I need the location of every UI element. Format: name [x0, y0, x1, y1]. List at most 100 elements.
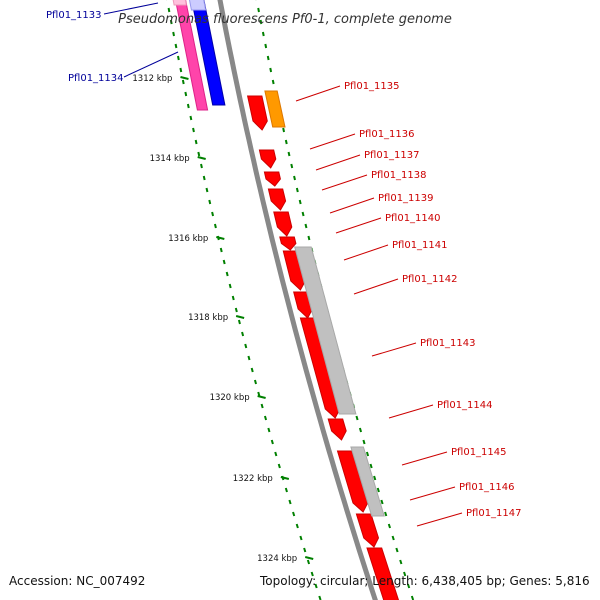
outer-dotted-track — [211, 211, 215, 217]
inner-dotted-track — [257, 7, 260, 13]
gene-label: Pfl01_1147 — [466, 508, 522, 519]
inner-dotted-track — [307, 235, 311, 241]
outer-dotted-track — [192, 127, 195, 133]
scale-tick-mark — [235, 315, 245, 319]
inner-dotted-track — [264, 43, 268, 49]
outer-dotted-track — [186, 103, 190, 109]
inner-dotted-track — [380, 499, 384, 505]
outer-dotted-track — [189, 115, 193, 121]
gene-feature-red — [258, 149, 277, 169]
outer-dotted-track — [257, 391, 261, 397]
inner-dotted-track — [365, 451, 370, 457]
scale-tick-mark — [257, 395, 266, 399]
outer-dotted-track — [303, 547, 307, 553]
gene-label-leader — [103, 2, 159, 15]
scale-tick-mark — [180, 76, 189, 80]
outer-dotted-track — [299, 535, 303, 541]
gene-feature-light-blue — [189, 0, 207, 11]
gene-feature-red — [246, 95, 268, 131]
gene-label: Pfl01_1135 — [344, 81, 400, 92]
inner-dotted-track — [395, 547, 399, 553]
inner-dotted-track — [358, 427, 363, 433]
gene-label: Pfl01_1141 — [392, 240, 448, 251]
map-title: Pseudomonas fluorescens Pf0-1, complete … — [118, 12, 452, 27]
outer-dotted-track — [197, 151, 201, 157]
inner-dotted-track — [403, 571, 407, 577]
outer-dotted-track — [244, 343, 248, 349]
outer-dotted-track — [184, 91, 188, 97]
accession-text: Accession: NC_007492 — [9, 574, 146, 588]
gene-label-leader — [329, 197, 375, 214]
gene-label-leader — [353, 278, 399, 295]
outer-dotted-track — [314, 583, 318, 589]
outer-dotted-track — [288, 499, 292, 505]
gene-label: Pfl01_1134 — [68, 73, 124, 84]
outer-dotted-track — [225, 271, 229, 277]
gene-label: Pfl01_1142 — [402, 274, 458, 285]
inner-dotted-track — [387, 523, 391, 529]
outer-dotted-track — [247, 355, 251, 361]
genome-backbone — [217, 0, 378, 600]
gene-feature-grey — [350, 446, 385, 517]
gene-label-leader — [388, 404, 434, 419]
inner-dotted-track — [259, 19, 263, 25]
outer-dotted-track — [267, 427, 271, 433]
gene-label-leader — [123, 51, 179, 78]
gene-label: Pfl01_1133 — [46, 10, 102, 21]
gene-feature-red — [327, 418, 347, 441]
outer-dotted-track — [263, 415, 268, 421]
inner-dotted-track — [410, 595, 415, 600]
outer-dotted-track — [260, 403, 264, 409]
gene-label: Pfl01_1139 — [378, 193, 434, 204]
inner-dotted-track — [406, 583, 411, 589]
gene-label-leader — [343, 244, 389, 261]
scale-tick-label: 1320 kbp — [210, 393, 250, 403]
gene-label: Pfl01_1140 — [385, 213, 441, 224]
gene-feature-red — [267, 188, 287, 211]
inner-dotted-track — [298, 199, 302, 205]
outer-dotted-track — [277, 463, 281, 469]
scale-ticks: 1312 kbp 1314 kbp 1316 kbp 1318 kbp 1320 kbp… — [132, 74, 314, 564]
outer-dotted-track — [250, 367, 254, 373]
gene-feature-magenta — [174, 0, 209, 111]
gene-features — [172, 0, 400, 600]
gene-feature-red — [366, 547, 400, 600]
inner-dotted-track — [369, 463, 373, 469]
outer-dotted-track — [181, 79, 185, 85]
outer-dotted-track — [306, 559, 311, 565]
outer-dotted-track — [234, 307, 238, 313]
outer-dotted-track — [237, 319, 241, 325]
gene-feature-pink — [172, 0, 187, 6]
scale-tick-label: 1318 kbp — [188, 313, 228, 323]
gene-label-leader — [371, 342, 417, 357]
gene-label: Pfl01_1146 — [459, 482, 515, 493]
gene-label: Pfl01_1144 — [437, 400, 493, 411]
outer-dotted-track — [179, 67, 183, 73]
outer-dotted-track — [202, 175, 206, 181]
gene-label-leader — [321, 174, 368, 191]
outer-dotted-track — [200, 163, 203, 169]
inner-dotted-track — [399, 559, 403, 565]
gene-label-leader — [295, 85, 341, 102]
outer-dotted-track — [231, 295, 235, 301]
gene-label: Pfl01_1136 — [359, 129, 415, 140]
outer-dotted-track — [194, 139, 198, 145]
outer-dotted-track — [172, 31, 175, 37]
scale-tick-label: 1312 kbp — [132, 74, 172, 84]
outer-dotted-track — [205, 187, 209, 193]
inner-dotted-track — [362, 439, 366, 445]
inner-dotted-track — [269, 67, 273, 73]
scale-tick-label: 1322 kbp — [233, 474, 273, 484]
scale-tick-mark — [216, 236, 225, 240]
outer-dotted-track — [213, 223, 217, 229]
inner-dotted-track — [282, 127, 286, 133]
scale-tick-label: 1314 kbp — [150, 154, 190, 164]
scale-tick-label: 1324 kbp — [257, 554, 297, 564]
inner-dotted-track — [373, 475, 377, 481]
outer-dotted-track — [208, 199, 212, 205]
gene-label: Pfl01_1138 — [371, 170, 427, 181]
outer-dotted-track — [292, 511, 296, 517]
inner-dotted-track — [391, 535, 395, 541]
gene-feature-red — [336, 450, 369, 513]
